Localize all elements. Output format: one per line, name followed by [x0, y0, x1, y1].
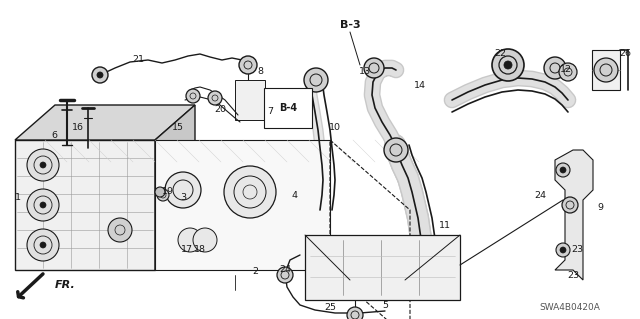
- Circle shape: [384, 138, 408, 162]
- Text: 8: 8: [257, 68, 263, 77]
- Polygon shape: [15, 105, 195, 140]
- Text: 20: 20: [214, 106, 226, 115]
- Text: FR.: FR.: [55, 280, 76, 290]
- Text: 22: 22: [494, 49, 506, 58]
- Text: 26: 26: [619, 49, 631, 58]
- Circle shape: [304, 68, 328, 92]
- Circle shape: [92, 67, 108, 83]
- Text: B-3: B-3: [340, 20, 360, 30]
- Circle shape: [27, 149, 59, 181]
- Polygon shape: [15, 140, 155, 270]
- Circle shape: [208, 91, 222, 105]
- Circle shape: [560, 167, 566, 173]
- Text: 21: 21: [132, 56, 144, 64]
- Circle shape: [157, 189, 169, 201]
- Circle shape: [239, 56, 257, 74]
- Circle shape: [155, 187, 165, 197]
- Polygon shape: [592, 50, 620, 90]
- Polygon shape: [235, 80, 265, 120]
- Circle shape: [40, 162, 46, 168]
- Text: 6: 6: [51, 130, 57, 139]
- Text: 23: 23: [571, 246, 583, 255]
- Text: 25: 25: [324, 303, 336, 313]
- Text: 24: 24: [279, 265, 291, 275]
- Circle shape: [562, 197, 578, 213]
- Text: 2: 2: [252, 268, 258, 277]
- Circle shape: [186, 89, 200, 103]
- Circle shape: [40, 242, 46, 248]
- Text: 18: 18: [194, 246, 206, 255]
- Circle shape: [224, 166, 276, 218]
- Circle shape: [556, 163, 570, 177]
- Text: 15: 15: [172, 123, 184, 132]
- Text: 9: 9: [597, 204, 603, 212]
- Text: 10: 10: [329, 123, 341, 132]
- Polygon shape: [155, 140, 330, 270]
- Text: 1: 1: [15, 194, 21, 203]
- Text: 11: 11: [439, 221, 451, 231]
- Text: 13: 13: [359, 68, 371, 77]
- Text: 12: 12: [560, 65, 572, 75]
- Circle shape: [504, 61, 512, 69]
- Circle shape: [277, 267, 293, 283]
- Circle shape: [594, 58, 618, 82]
- Text: 16: 16: [72, 123, 84, 132]
- Circle shape: [492, 49, 524, 81]
- Circle shape: [556, 243, 570, 257]
- Text: SWA4B0420A: SWA4B0420A: [540, 303, 600, 313]
- Circle shape: [178, 228, 202, 252]
- Circle shape: [40, 202, 46, 208]
- Circle shape: [559, 63, 577, 81]
- Text: 7: 7: [267, 108, 273, 116]
- Circle shape: [193, 228, 217, 252]
- Text: 24: 24: [534, 190, 546, 199]
- Circle shape: [27, 229, 59, 261]
- Circle shape: [97, 72, 103, 78]
- Circle shape: [544, 57, 566, 79]
- Circle shape: [108, 218, 132, 242]
- Polygon shape: [555, 150, 593, 280]
- Text: B-4: B-4: [279, 103, 297, 113]
- Circle shape: [560, 247, 566, 253]
- Text: 23: 23: [567, 271, 579, 279]
- Text: 14: 14: [414, 80, 426, 90]
- Text: 5: 5: [382, 300, 388, 309]
- Text: 3: 3: [180, 194, 186, 203]
- Circle shape: [165, 172, 201, 208]
- Circle shape: [27, 189, 59, 221]
- Circle shape: [364, 58, 384, 78]
- Text: 19: 19: [162, 188, 174, 197]
- Circle shape: [347, 307, 363, 319]
- Text: 4: 4: [292, 191, 298, 201]
- Polygon shape: [155, 105, 195, 270]
- Polygon shape: [305, 235, 460, 300]
- Text: 17: 17: [181, 246, 193, 255]
